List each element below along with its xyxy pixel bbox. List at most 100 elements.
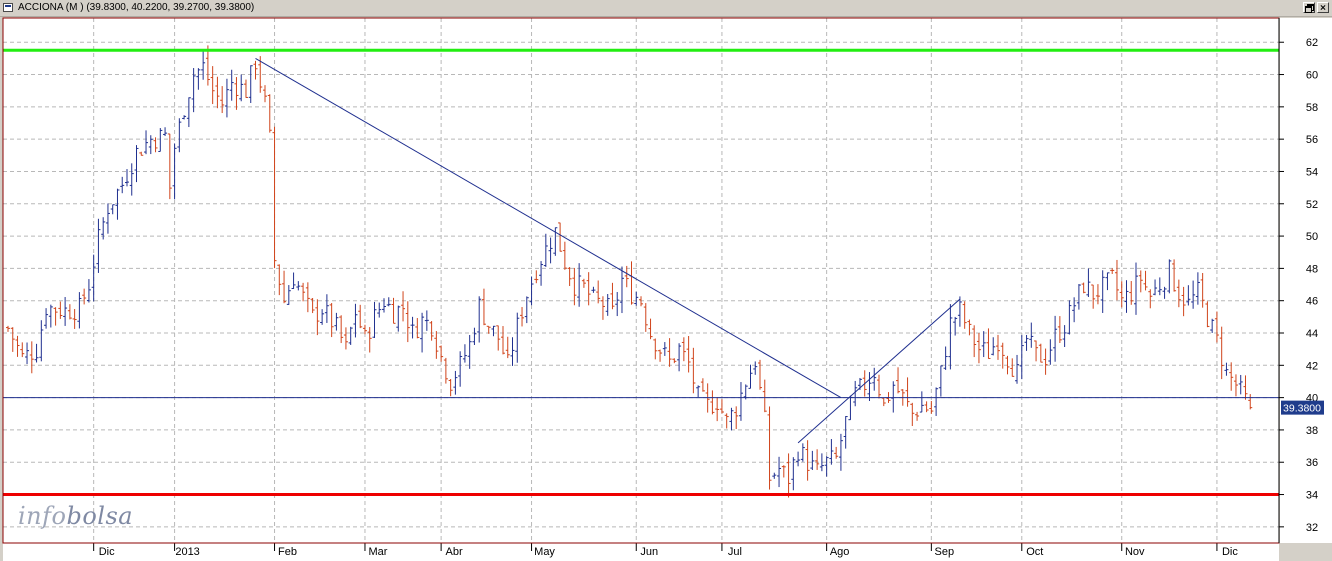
x-tick-label: Ago <box>830 546 850 558</box>
ohlc-bar <box>810 450 815 471</box>
ohlc-bar <box>558 222 563 252</box>
ohlc-bar <box>324 294 329 323</box>
ohlc-bar <box>596 280 601 304</box>
ohlc-bar <box>1076 284 1081 310</box>
ohlc-bar <box>1119 281 1124 308</box>
ohlc-bar <box>919 391 924 413</box>
ohlc-bar <box>500 326 505 355</box>
ohlc-bar <box>448 378 453 397</box>
ohlc-bar <box>63 297 68 326</box>
ohlc-bar <box>1172 259 1177 292</box>
ohlc-bar <box>505 336 510 359</box>
ohlc-bar <box>496 325 501 351</box>
y-tick-label: 32 <box>1306 522 1318 534</box>
ohlc-bar <box>172 143 177 200</box>
ohlc-bar <box>796 451 801 467</box>
ohlc-bar <box>186 97 191 128</box>
ohlc-bar <box>491 325 496 337</box>
x-tick-label: 2013 <box>175 546 199 558</box>
ohlc-bar <box>201 49 206 80</box>
ohlc-bar <box>791 457 796 491</box>
y-tick-label: 56 <box>1306 134 1318 146</box>
ohlc-bar <box>934 387 939 416</box>
ohlc-bar <box>382 298 387 313</box>
ohlc-bar <box>881 397 886 407</box>
ohlc-bar <box>1105 272 1110 291</box>
ohlc-bar <box>829 439 834 465</box>
title-bar: ACCIONA (M ) (39.8300, 40.2200, 39.2700,… <box>0 0 1332 17</box>
chart-window-icon <box>3 3 13 12</box>
ohlc-bar <box>315 299 320 336</box>
ohlc-bar <box>139 151 144 156</box>
ohlc-bar <box>105 203 110 234</box>
ohlc-bar <box>1134 262 1139 315</box>
ohlc-bar <box>1019 335 1024 380</box>
ohlc-bar <box>758 359 763 390</box>
ohlc-bar <box>367 327 372 353</box>
ohlc-bar <box>715 397 720 422</box>
ohlc-bar <box>600 296 605 320</box>
ohlc-bar <box>819 453 824 472</box>
ohlc-bar <box>753 361 758 375</box>
ohlc-bar <box>743 384 748 400</box>
ohlc-bar <box>524 296 529 324</box>
x-tick-label: Mar <box>368 546 387 558</box>
ohlc-bar <box>158 128 163 152</box>
ohlc-bar <box>1100 270 1105 313</box>
ohlc-bar <box>696 385 701 398</box>
ohlc-bar <box>1229 362 1234 391</box>
ohlc-bar <box>1015 354 1020 384</box>
ohlc-bar <box>1205 301 1210 328</box>
ohlc-bar <box>815 449 820 470</box>
ohlc-bar <box>148 135 153 155</box>
ohlc-bar <box>667 338 672 367</box>
ohlc-bar <box>439 345 444 362</box>
ohlc-bar <box>472 327 477 346</box>
ohlc-bar <box>277 264 282 296</box>
y-tick-label: 34 <box>1306 490 1318 502</box>
ohlc-bar <box>15 335 20 357</box>
ohlc-bar <box>834 446 839 459</box>
ohlc-bar <box>286 285 291 305</box>
ohlc-bar <box>653 338 658 360</box>
ohlc-bar <box>405 301 410 343</box>
ohlc-bar <box>981 331 986 358</box>
x-tick-label: Jul <box>728 546 742 558</box>
ohlc-bar <box>1086 268 1091 298</box>
ohlc-bar <box>1219 326 1224 380</box>
ohlc-bar <box>44 308 49 329</box>
close-button[interactable] <box>1317 2 1329 13</box>
ohlc-bar <box>453 370 458 395</box>
ohlc-bar <box>534 270 539 284</box>
ohlc-bar <box>82 288 87 305</box>
ohlc-bar <box>624 265 629 288</box>
ohlc-bar <box>686 335 691 373</box>
ohlc-bar <box>838 433 843 471</box>
ohlc-bar <box>1176 279 1181 308</box>
ohlc-bar <box>458 351 463 387</box>
ohlc-bar <box>957 296 962 327</box>
ohlc-bar <box>334 312 339 331</box>
ohlc-bar <box>177 118 182 153</box>
ohlc-bar <box>215 76 220 109</box>
ohlc-bar <box>1062 325 1067 348</box>
ohlc-bar <box>1114 259 1119 301</box>
ohlc-bar <box>153 137 158 153</box>
ohlc-bar <box>967 319 972 336</box>
ohlc-bar <box>1024 334 1029 351</box>
ohlc-bar <box>191 68 196 113</box>
ohlc-bar <box>305 282 310 313</box>
ohlc-bar <box>481 288 486 326</box>
ohlc-bar <box>700 378 705 392</box>
ohlc-bar <box>691 347 696 394</box>
ohlc-bar <box>634 291 639 306</box>
ohlc-bar <box>267 94 272 133</box>
ohlc-bar <box>1034 340 1039 362</box>
ohlc-bar <box>510 337 515 366</box>
ohlc-bar <box>515 312 520 363</box>
ohlc-bar <box>976 333 981 364</box>
restore-button[interactable] <box>1303 2 1315 13</box>
y-tick-label: 54 <box>1306 166 1318 178</box>
ohlc-bar <box>353 303 358 338</box>
ohlc-bar <box>843 416 848 449</box>
